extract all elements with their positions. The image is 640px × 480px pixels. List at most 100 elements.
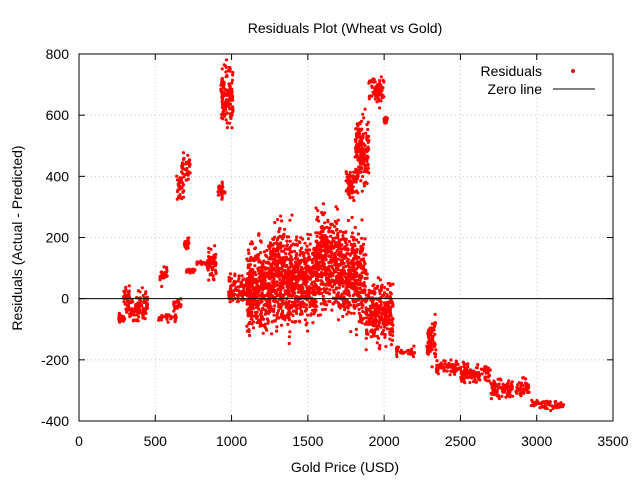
residual-point bbox=[459, 369, 463, 373]
residual-point bbox=[331, 239, 335, 243]
residual-point bbox=[358, 160, 362, 164]
residual-point bbox=[551, 406, 555, 411]
residual-point bbox=[371, 90, 375, 94]
residual-point bbox=[164, 266, 169, 270]
residual-point bbox=[363, 152, 367, 156]
residual-point bbox=[279, 261, 284, 265]
residual-point bbox=[337, 241, 342, 245]
residual-point bbox=[314, 272, 319, 277]
residual-point bbox=[301, 275, 305, 279]
residual-point bbox=[278, 271, 282, 275]
residual-point bbox=[332, 258, 336, 262]
residual-point bbox=[433, 324, 437, 328]
residual-point bbox=[185, 166, 189, 171]
residual-point bbox=[313, 308, 317, 312]
residual-point bbox=[228, 300, 232, 304]
residual-point bbox=[207, 250, 211, 254]
residual-point bbox=[293, 249, 297, 253]
residual-point bbox=[334, 287, 338, 291]
residual-point bbox=[266, 319, 270, 323]
residual-point bbox=[291, 289, 295, 293]
x-tick-label: 500 bbox=[144, 433, 168, 449]
residual-point bbox=[354, 132, 358, 136]
residual-point bbox=[319, 225, 323, 229]
residual-point bbox=[295, 306, 299, 311]
residual-point bbox=[266, 321, 270, 325]
residual-point bbox=[383, 313, 387, 317]
residual-point bbox=[287, 299, 291, 304]
residual-point bbox=[355, 143, 359, 147]
residual-point bbox=[379, 289, 383, 293]
residual-point bbox=[124, 307, 128, 311]
residual-point bbox=[158, 275, 162, 279]
residual-point bbox=[366, 332, 370, 336]
residual-point bbox=[315, 234, 319, 238]
residual-point bbox=[375, 83, 379, 87]
residual-point bbox=[376, 276, 380, 280]
residual-point bbox=[177, 183, 181, 187]
residual-point bbox=[454, 359, 458, 363]
residual-point bbox=[188, 164, 192, 168]
residual-point bbox=[314, 303, 318, 308]
residual-point bbox=[296, 259, 300, 263]
residual-point bbox=[363, 237, 367, 241]
residual-point bbox=[261, 331, 265, 335]
residual-point bbox=[351, 195, 355, 199]
residual-point bbox=[275, 238, 280, 242]
residual-point bbox=[365, 149, 369, 153]
residual-point bbox=[228, 112, 232, 116]
residual-point bbox=[521, 376, 525, 380]
residual-point bbox=[316, 242, 320, 246]
residual-point bbox=[322, 283, 326, 287]
residual-point bbox=[321, 229, 325, 234]
residual-point bbox=[319, 302, 323, 306]
residual-point bbox=[214, 262, 218, 266]
residual-point bbox=[344, 300, 349, 304]
residual-point bbox=[383, 304, 387, 308]
residual-point bbox=[385, 300, 389, 304]
residual-point bbox=[332, 255, 336, 259]
residual-point bbox=[334, 205, 338, 209]
residual-point bbox=[321, 213, 325, 217]
residual-point bbox=[225, 93, 229, 97]
residual-point bbox=[325, 240, 329, 244]
residual-point bbox=[333, 236, 337, 240]
residual-point bbox=[356, 260, 360, 264]
residual-point bbox=[355, 146, 359, 150]
residual-point bbox=[131, 300, 135, 304]
residual-point bbox=[298, 240, 302, 245]
residual-point bbox=[332, 246, 336, 250]
residual-point bbox=[180, 185, 184, 189]
residual-point bbox=[364, 293, 368, 297]
residual-point bbox=[363, 167, 367, 171]
residual-point bbox=[378, 347, 382, 351]
residual-point bbox=[173, 313, 178, 317]
residual-point bbox=[296, 303, 300, 307]
residual-point bbox=[254, 316, 259, 320]
residual-point bbox=[334, 281, 338, 285]
residual-point bbox=[559, 403, 564, 407]
residual-point bbox=[222, 94, 226, 98]
residual-point bbox=[317, 219, 321, 223]
residual-point bbox=[364, 306, 368, 310]
residual-point bbox=[353, 170, 357, 174]
residual-point bbox=[220, 189, 224, 193]
residual-point bbox=[231, 107, 235, 111]
residual-point bbox=[251, 278, 255, 282]
residual-point bbox=[336, 233, 340, 237]
residual-point bbox=[371, 77, 375, 81]
residual-point bbox=[356, 232, 361, 236]
residual-point bbox=[214, 252, 218, 256]
residual-point bbox=[167, 314, 171, 318]
residual-point bbox=[210, 268, 214, 272]
residual-point bbox=[207, 257, 212, 261]
residual-point bbox=[302, 254, 306, 258]
residual-point bbox=[366, 120, 370, 124]
residual-point bbox=[206, 268, 210, 272]
residual-point bbox=[295, 235, 299, 239]
residual-point bbox=[272, 266, 276, 270]
residual-point bbox=[345, 247, 349, 251]
residual-point bbox=[230, 126, 234, 130]
residual-point bbox=[369, 335, 373, 339]
residual-point bbox=[260, 291, 264, 295]
